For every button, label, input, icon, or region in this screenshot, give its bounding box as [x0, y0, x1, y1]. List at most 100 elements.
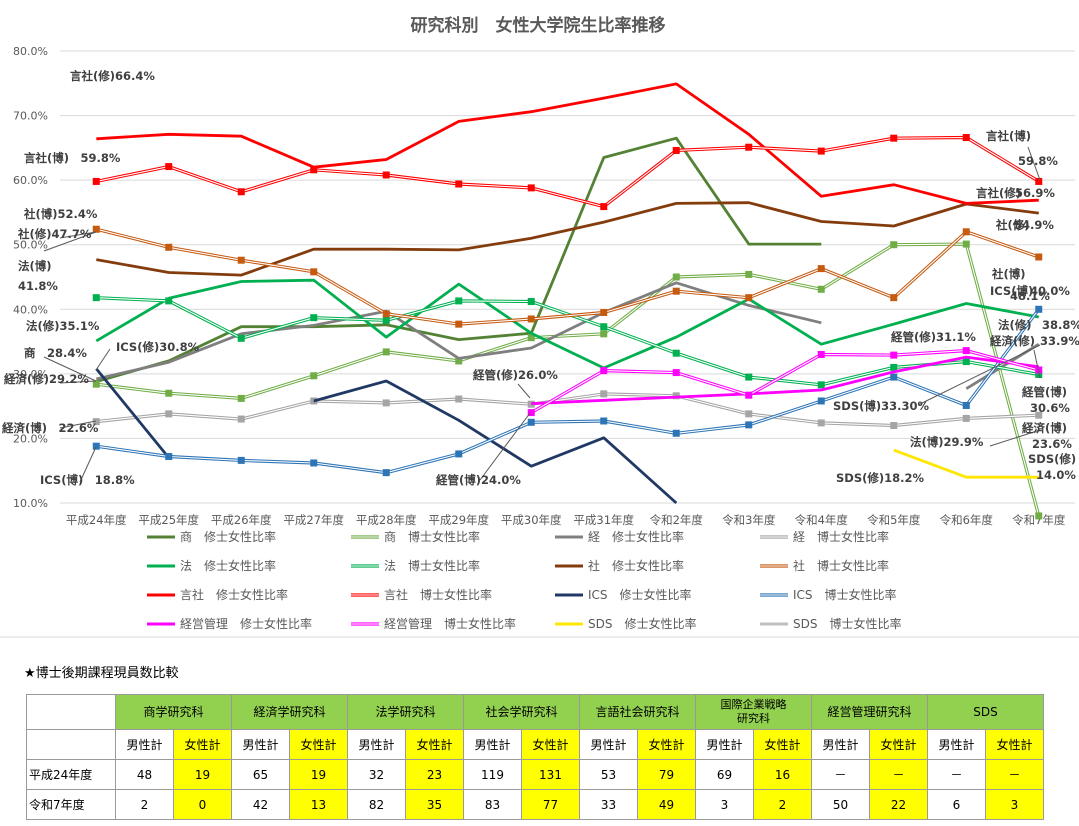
- label-leader-line: [479, 412, 531, 481]
- table-cell: 69: [695, 759, 754, 790]
- table-cell: 23: [405, 759, 464, 790]
- data-label: 社(修)47.7%: [17, 227, 92, 241]
- table-cell: 19: [173, 759, 232, 790]
- table-cell: 13: [289, 789, 348, 820]
- data-point-marker: [237, 256, 245, 264]
- label-leader-line: [989, 429, 1041, 447]
- data-point-marker: [92, 418, 100, 426]
- data-point-marker: [310, 268, 318, 276]
- female-header: 女性計: [289, 729, 348, 760]
- data-point-marker: [92, 225, 100, 233]
- male-header: 男性計: [115, 729, 174, 760]
- data-point-marker: [817, 265, 825, 273]
- table-cell: 49: [637, 789, 696, 820]
- x-tick-label: 令和6年度: [940, 513, 994, 527]
- legend-item: 法 博士女性比率: [351, 558, 480, 573]
- data-point-marker: [672, 349, 680, 357]
- line-chart: 研究科別 女性大学院生比率推移 10.0% 20.0% 30.0% 40.0% 50.0…: [0, 15, 1079, 638]
- data-point-marker: [600, 367, 608, 375]
- data-point-marker: [382, 316, 390, 324]
- data-label: 法(博): [18, 259, 52, 273]
- legend-label: 法 博士女性比率: [384, 558, 480, 573]
- series-path: [95, 281, 822, 381]
- data-point-marker: [890, 363, 898, 371]
- y-tick-label: 60.0%: [13, 174, 48, 187]
- data-point-marker: [600, 309, 608, 317]
- data-label: 言社(博) 59.8%: [24, 151, 121, 165]
- table-cell: 3: [695, 789, 754, 820]
- male-header: 男性計: [579, 729, 638, 760]
- female-header: 女性計: [405, 729, 464, 760]
- table-cell: 42: [231, 789, 290, 820]
- legend-item: 社 博士女性比率: [760, 558, 889, 573]
- data-point-marker: [962, 358, 970, 366]
- row-label: 令和7年度: [26, 789, 116, 820]
- data-point-marker: [817, 350, 825, 358]
- data-point-marker: [165, 389, 173, 397]
- table-cell: 2: [115, 789, 174, 820]
- x-tick-label: 平成27年度: [283, 513, 344, 527]
- data-label: 法(博)29.9%: [910, 435, 984, 449]
- series-path: [313, 379, 678, 505]
- series-line: [92, 240, 1043, 520]
- data-label: 14.0%: [1036, 468, 1076, 482]
- table-cell: 19: [289, 759, 348, 790]
- series-line: [92, 294, 1043, 389]
- table-cell: 83: [463, 789, 522, 820]
- data-point-marker: [672, 369, 680, 377]
- series-path-inner: [96, 297, 1039, 386]
- legend-label: 経営管理 修士女性比率: [180, 616, 312, 631]
- data-label: 法(修)35.1%: [26, 319, 100, 333]
- data-point-marker: [890, 134, 898, 142]
- table-section-title: ★博士後期課程現員数比較: [24, 666, 179, 681]
- legend-item: 商 修士女性比率: [147, 529, 276, 544]
- data-point-marker: [890, 422, 898, 430]
- x-tick-label: 平成31年度: [573, 513, 634, 527]
- data-point-marker: [745, 294, 753, 302]
- data-point-marker: [237, 456, 245, 464]
- male-header: 男性計: [463, 729, 522, 760]
- y-tick-label: 70.0%: [13, 110, 48, 123]
- data-point-marker: [382, 348, 390, 356]
- series-path: [95, 278, 1040, 370]
- series-path: [893, 448, 1039, 479]
- series-path: [95, 135, 1040, 209]
- data-point-marker: [672, 429, 680, 437]
- y-tick-label: 80.0%: [13, 45, 48, 58]
- x-tick-label: 令和3年度: [722, 513, 776, 527]
- data-point-marker: [962, 228, 970, 236]
- label-leader-line: [43, 231, 97, 252]
- data-label: SDS(修)18.2%: [836, 471, 924, 485]
- y-tick-label: 10.0%: [13, 497, 48, 510]
- data-point-marker: [745, 373, 753, 381]
- data-point-marker: [745, 410, 753, 418]
- data-point-marker: [745, 270, 753, 278]
- legend-label: SDS 修士女性比率: [588, 616, 696, 631]
- data-point-marker: [92, 380, 100, 388]
- table-cell: 16: [753, 759, 812, 790]
- series-line: [95, 278, 1040, 370]
- legend-label: 法 修士女性比率: [180, 558, 276, 573]
- legend-item: SDS 博士女性比率: [760, 616, 901, 631]
- data-point-marker: [237, 334, 245, 342]
- legend-item: 社 修士女性比率: [555, 558, 684, 573]
- data-point-marker: [92, 177, 100, 185]
- x-tick-label: 平成26年度: [211, 513, 272, 527]
- label-leader-line: [59, 420, 97, 429]
- data-point-marker: [1035, 305, 1043, 313]
- data-point-marker: [672, 146, 680, 154]
- table-header-subheaders: 男性計 女性計 男性計 女性計 男性計 女性計 男性計 女性計 男性計 女性計 …: [26, 729, 1044, 760]
- legend-label: 社 修士女性比率: [588, 558, 684, 573]
- data-point-marker: [817, 419, 825, 427]
- label-leader-line: [1027, 146, 1041, 181]
- data-point-marker: [1035, 512, 1043, 520]
- data-point-marker: [1035, 177, 1043, 185]
- legend-item: 経 修士女性比率: [555, 529, 684, 544]
- table-cell: 6: [927, 789, 986, 820]
- table-corner: [26, 729, 116, 760]
- y-tick-label: 30.0%: [13, 368, 48, 381]
- y-tick-label: 50.0%: [13, 239, 48, 252]
- table-cell: 48: [115, 759, 174, 790]
- table-cell: －: [927, 759, 986, 790]
- series-line: [92, 305, 1043, 477]
